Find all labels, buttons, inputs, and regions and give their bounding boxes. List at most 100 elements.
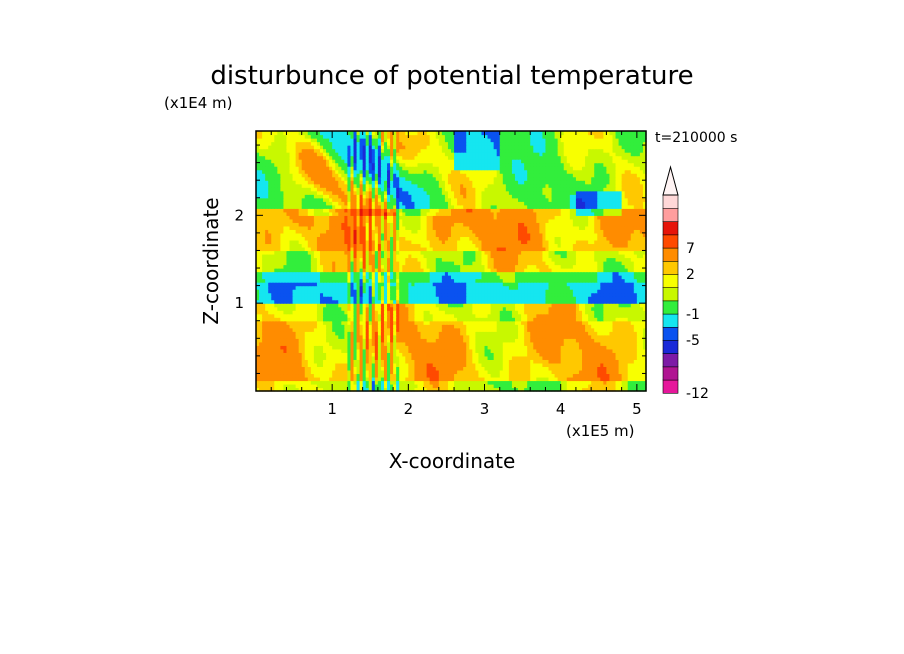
field-cell: [536, 285, 540, 290]
field-cell: [600, 296, 604, 301]
field-cell: [454, 289, 458, 294]
field-cell: [539, 362, 544, 367]
field-cell: [365, 320, 370, 325]
field-cell: [447, 327, 452, 332]
field-cell: [451, 253, 455, 259]
field-cell: [295, 348, 300, 353]
field-cell: [444, 327, 449, 332]
field-cell: [338, 278, 342, 283]
field-cell: [396, 306, 400, 311]
field-cell: [323, 289, 327, 294]
field-cell: [466, 292, 470, 297]
field-cell: [469, 387, 473, 392]
field-cell: [326, 253, 330, 259]
field-cell: [469, 324, 473, 329]
field-cell: [533, 355, 537, 360]
field-cell: [469, 341, 473, 346]
field-cell: [560, 369, 565, 375]
field-cell: [447, 355, 452, 360]
field-cell: [524, 285, 528, 290]
field-cell: [289, 289, 294, 294]
field-cell: [271, 369, 275, 375]
field-cell: [426, 261, 431, 266]
field-cell: [636, 355, 641, 360]
field-cell: [633, 299, 638, 304]
field-cell: [353, 380, 358, 385]
field-cell: [569, 320, 574, 325]
field-cell: [313, 355, 318, 360]
field-cell: [630, 275, 635, 280]
field-cell: [451, 275, 455, 280]
field-cell: [493, 324, 498, 329]
field-cell: [560, 366, 565, 371]
field-cell: [627, 387, 632, 392]
field-cell: [332, 278, 336, 283]
field-cell: [533, 373, 537, 378]
field-cell: [341, 306, 345, 311]
field-cell: [274, 289, 278, 294]
field-cell: [380, 289, 385, 294]
field-cell: [490, 317, 495, 322]
field-cell: [402, 271, 406, 276]
field-cell: [597, 334, 601, 339]
field-cell: [530, 327, 534, 332]
field-cell: [377, 303, 382, 308]
field-cell: [588, 306, 592, 311]
field-cell: [524, 383, 528, 389]
field-cell: [298, 359, 303, 364]
field-cell: [548, 296, 553, 301]
field-cell: [585, 317, 589, 322]
field-cell: [457, 261, 461, 266]
field-cell: [539, 327, 544, 332]
field-cell: [426, 299, 431, 304]
field-cell: [624, 257, 629, 262]
field-cell: [569, 275, 574, 280]
field-cell: [374, 264, 379, 269]
field-cell: [298, 261, 303, 266]
field-cell: [588, 264, 592, 269]
field-cell: [585, 306, 589, 311]
field-cell: [414, 257, 419, 262]
field-cell: [594, 338, 598, 343]
field-cell: [338, 327, 342, 332]
field-cell: [487, 282, 492, 287]
field-cell: [447, 313, 452, 318]
field-cell: [524, 369, 528, 375]
field-cell: [585, 320, 589, 325]
field-cell: [606, 383, 611, 389]
field-cell: [466, 320, 470, 325]
field-cell: [591, 257, 595, 262]
field-cell: [612, 359, 617, 364]
field-cell: [289, 275, 294, 280]
field-cell: [594, 366, 598, 371]
field-cell: [350, 268, 355, 273]
field-cell: [642, 341, 647, 346]
field-cell: [533, 257, 537, 262]
field-cell: [502, 271, 507, 276]
field-cell: [326, 338, 330, 343]
field-cell: [624, 303, 629, 308]
field-cell: [310, 366, 315, 371]
field-cell: [365, 271, 370, 276]
field-cell: [344, 268, 349, 273]
field-cell: [582, 327, 586, 332]
field-cell: [396, 366, 400, 371]
field-cell: [329, 261, 333, 266]
field-cell: [423, 320, 428, 325]
field-cell: [344, 296, 349, 301]
field-cell: [563, 376, 568, 382]
field-cell: [426, 303, 431, 308]
field-cell: [319, 282, 324, 287]
field-cell: [475, 282, 480, 287]
field-cell: [569, 299, 574, 304]
field-cell: [472, 292, 476, 297]
field-cell: [463, 299, 467, 304]
field-cell: [423, 278, 428, 283]
field-cell: [393, 345, 397, 350]
field-cell: [496, 320, 501, 325]
field-cell: [487, 345, 492, 350]
field-cell: [332, 317, 336, 322]
field-cell: [621, 313, 626, 318]
field-cell: [521, 369, 525, 375]
field-cell: [268, 341, 272, 346]
